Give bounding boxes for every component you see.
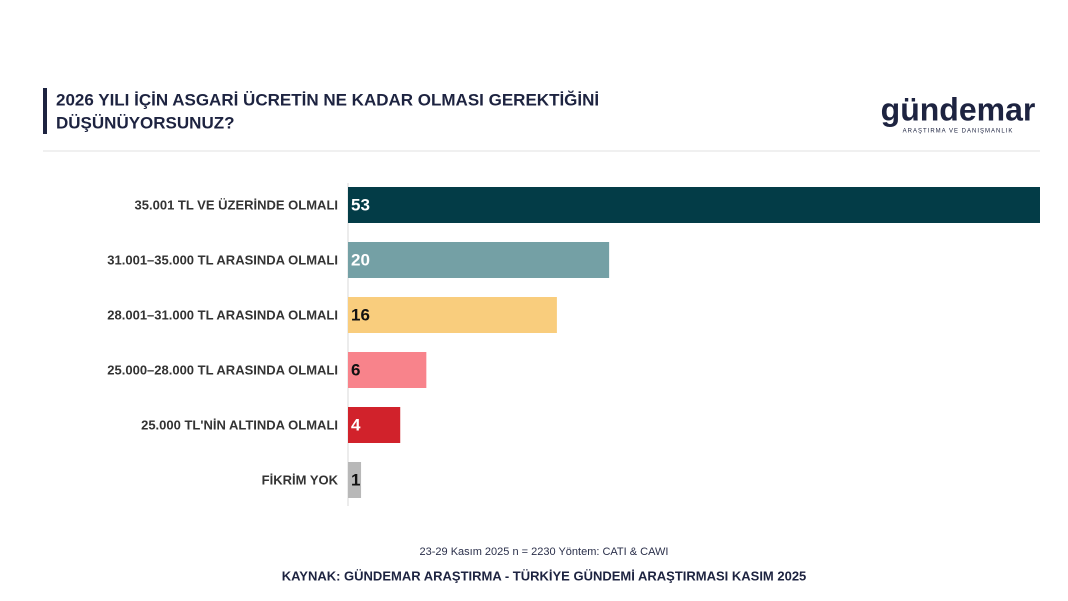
logo: gündemar	[881, 91, 1036, 127]
bar	[348, 242, 610, 278]
category-label: 28.001–31.000 TL ARASINDA OLMALI	[107, 307, 338, 322]
bar	[348, 297, 557, 333]
value-label: 1	[351, 470, 360, 489]
value-label: 6	[351, 360, 360, 379]
bar	[348, 352, 427, 388]
bar	[348, 462, 362, 498]
source: KAYNAK: GÜNDEMAR ARAŞTIRMA - TÜRKİYE GÜN…	[282, 568, 807, 583]
chart-title: DÜŞÜNÜYORSUNUZ?	[56, 113, 235, 132]
category-label: FİKRİM YOK	[262, 472, 339, 487]
title-accent	[43, 88, 47, 134]
method-note: 23-29 Kasım 2025 n = 2230 Yöntem: CATI &…	[420, 546, 669, 558]
category-label: 31.001–35.000 TL ARASINDA OLMALI	[107, 252, 338, 267]
category-label: 25.000 TL'NİN ALTINDA OLMALI	[141, 417, 338, 432]
value-label: 20	[351, 250, 370, 269]
category-label: 35.001 TL VE ÜZERİNDE OLMALI	[135, 197, 338, 212]
value-label: 16	[351, 305, 370, 324]
chart-title: 2026 YILI İÇİN ASGARİ ÜCRETİN NE KADAR O…	[56, 90, 599, 109]
bar	[348, 407, 401, 443]
logo-subtitle: ARAŞTIRMA VE DANIŞMANLIK	[903, 129, 1014, 135]
value-label: 4	[351, 415, 361, 434]
category-label: 25.000–28.000 TL ARASINDA OLMALI	[107, 362, 338, 377]
bar	[348, 187, 1040, 223]
value-label: 53	[351, 195, 370, 214]
